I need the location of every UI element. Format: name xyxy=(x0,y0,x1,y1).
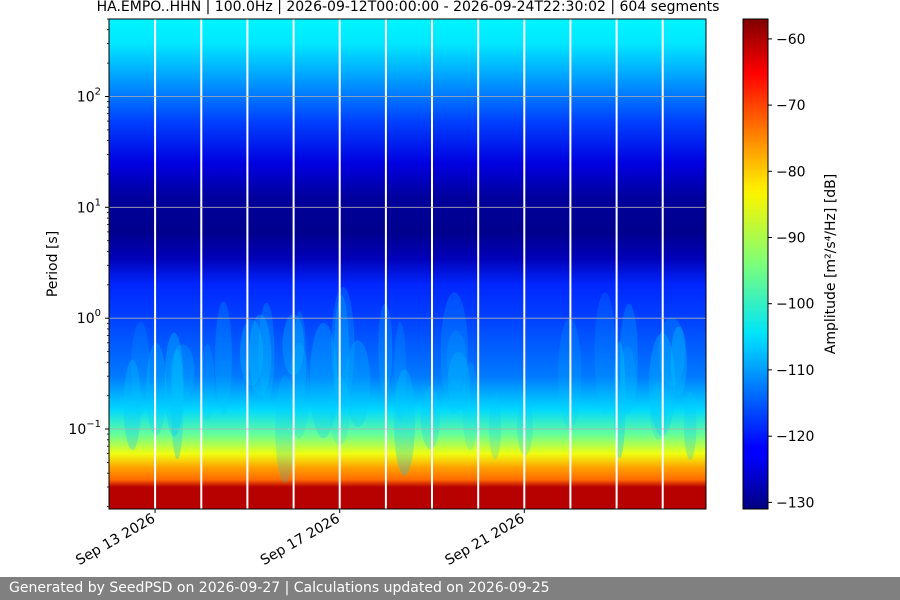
texture-blob xyxy=(293,311,307,412)
spectrogram-image xyxy=(109,19,706,509)
colorbar: −130 −120 −110 −100 −90 −80 −70 −60 Amplitude [… xyxy=(742,18,839,511)
data-gaps xyxy=(154,19,664,509)
plot-area xyxy=(108,18,707,510)
y-tick-label: 10−1 xyxy=(68,419,101,438)
spectrogram-figure: HA.EMPO..HHN | 100.0Hz | 2026-09-12T00:0… xyxy=(45,0,839,569)
colorbar-ticks: −130 −120 −110 −100 −90 −80 −70 −60 xyxy=(768,32,814,511)
colorbar-tick-label: −80 xyxy=(776,164,806,180)
texture-blob xyxy=(200,344,215,421)
colorbar-tick-label: −70 xyxy=(776,98,806,114)
chart-title: HA.EMPO..HHN | 100.0Hz | 2026-09-12T00:0… xyxy=(97,0,720,15)
texture-blob xyxy=(394,321,407,422)
texture-blob xyxy=(670,326,687,396)
texture-blob xyxy=(331,287,355,407)
x-axis: Sep 13 2026 Sep 17 2026 Sep 21 2026 xyxy=(73,509,527,569)
texture-blob xyxy=(620,303,638,413)
spectrogram-texture xyxy=(123,287,697,483)
texture-blob xyxy=(309,323,338,439)
colorbar-tick-label: −100 xyxy=(776,297,814,313)
texture-blob xyxy=(447,352,470,410)
texture-blob xyxy=(420,386,441,450)
y-axis: 10−1 100 101 102 xyxy=(68,18,109,507)
texture-blob xyxy=(345,340,371,428)
texture-blob xyxy=(594,292,616,416)
texture-blob xyxy=(130,321,150,416)
colorbar-tick-label: −130 xyxy=(776,495,814,511)
horizontal-gridlines xyxy=(109,96,706,430)
texture-blob xyxy=(240,319,263,386)
texture-blob xyxy=(462,362,479,451)
texture-blob xyxy=(446,330,467,388)
y-tick-label: 100 xyxy=(77,308,101,327)
texture-blob xyxy=(394,369,415,476)
colorbar-label: Amplitude [m²/s⁴/Hz] [dB] xyxy=(823,174,839,354)
x-tick-label: Sep 21 2026 xyxy=(442,511,527,569)
colorbar-gradient xyxy=(742,18,769,510)
texture-blob xyxy=(215,301,232,415)
texture-blob xyxy=(258,302,275,403)
y-axis-label: Period [s] xyxy=(45,231,61,297)
texture-blob xyxy=(146,343,167,436)
texture-blob xyxy=(619,346,636,416)
texture-blob xyxy=(249,314,272,397)
texture-blob xyxy=(164,332,184,437)
plot-frame xyxy=(108,18,707,510)
texture-blob xyxy=(334,295,349,409)
colorbar-tick-label: −60 xyxy=(776,32,806,48)
texture-blob xyxy=(440,292,469,414)
colorbar-tick-label: −120 xyxy=(776,429,814,445)
texture-blob xyxy=(171,349,184,460)
texture-blob xyxy=(684,391,697,460)
texture-blob xyxy=(170,344,195,400)
x-tick-label: Sep 13 2026 xyxy=(73,511,158,569)
texture-blob xyxy=(123,359,141,451)
texture-blob xyxy=(489,394,502,460)
footer-bar: Generated by SeedPSD on 2026-09-27 | Cal… xyxy=(0,577,900,600)
texture-blob xyxy=(658,317,686,386)
y-tick-label: 102 xyxy=(77,87,101,106)
colorbar-tick-label: −110 xyxy=(776,363,814,379)
x-tick-label: Sep 17 2026 xyxy=(258,511,343,569)
y-tick-label: 101 xyxy=(77,197,101,216)
colorbar-tick-label: −90 xyxy=(776,231,806,247)
